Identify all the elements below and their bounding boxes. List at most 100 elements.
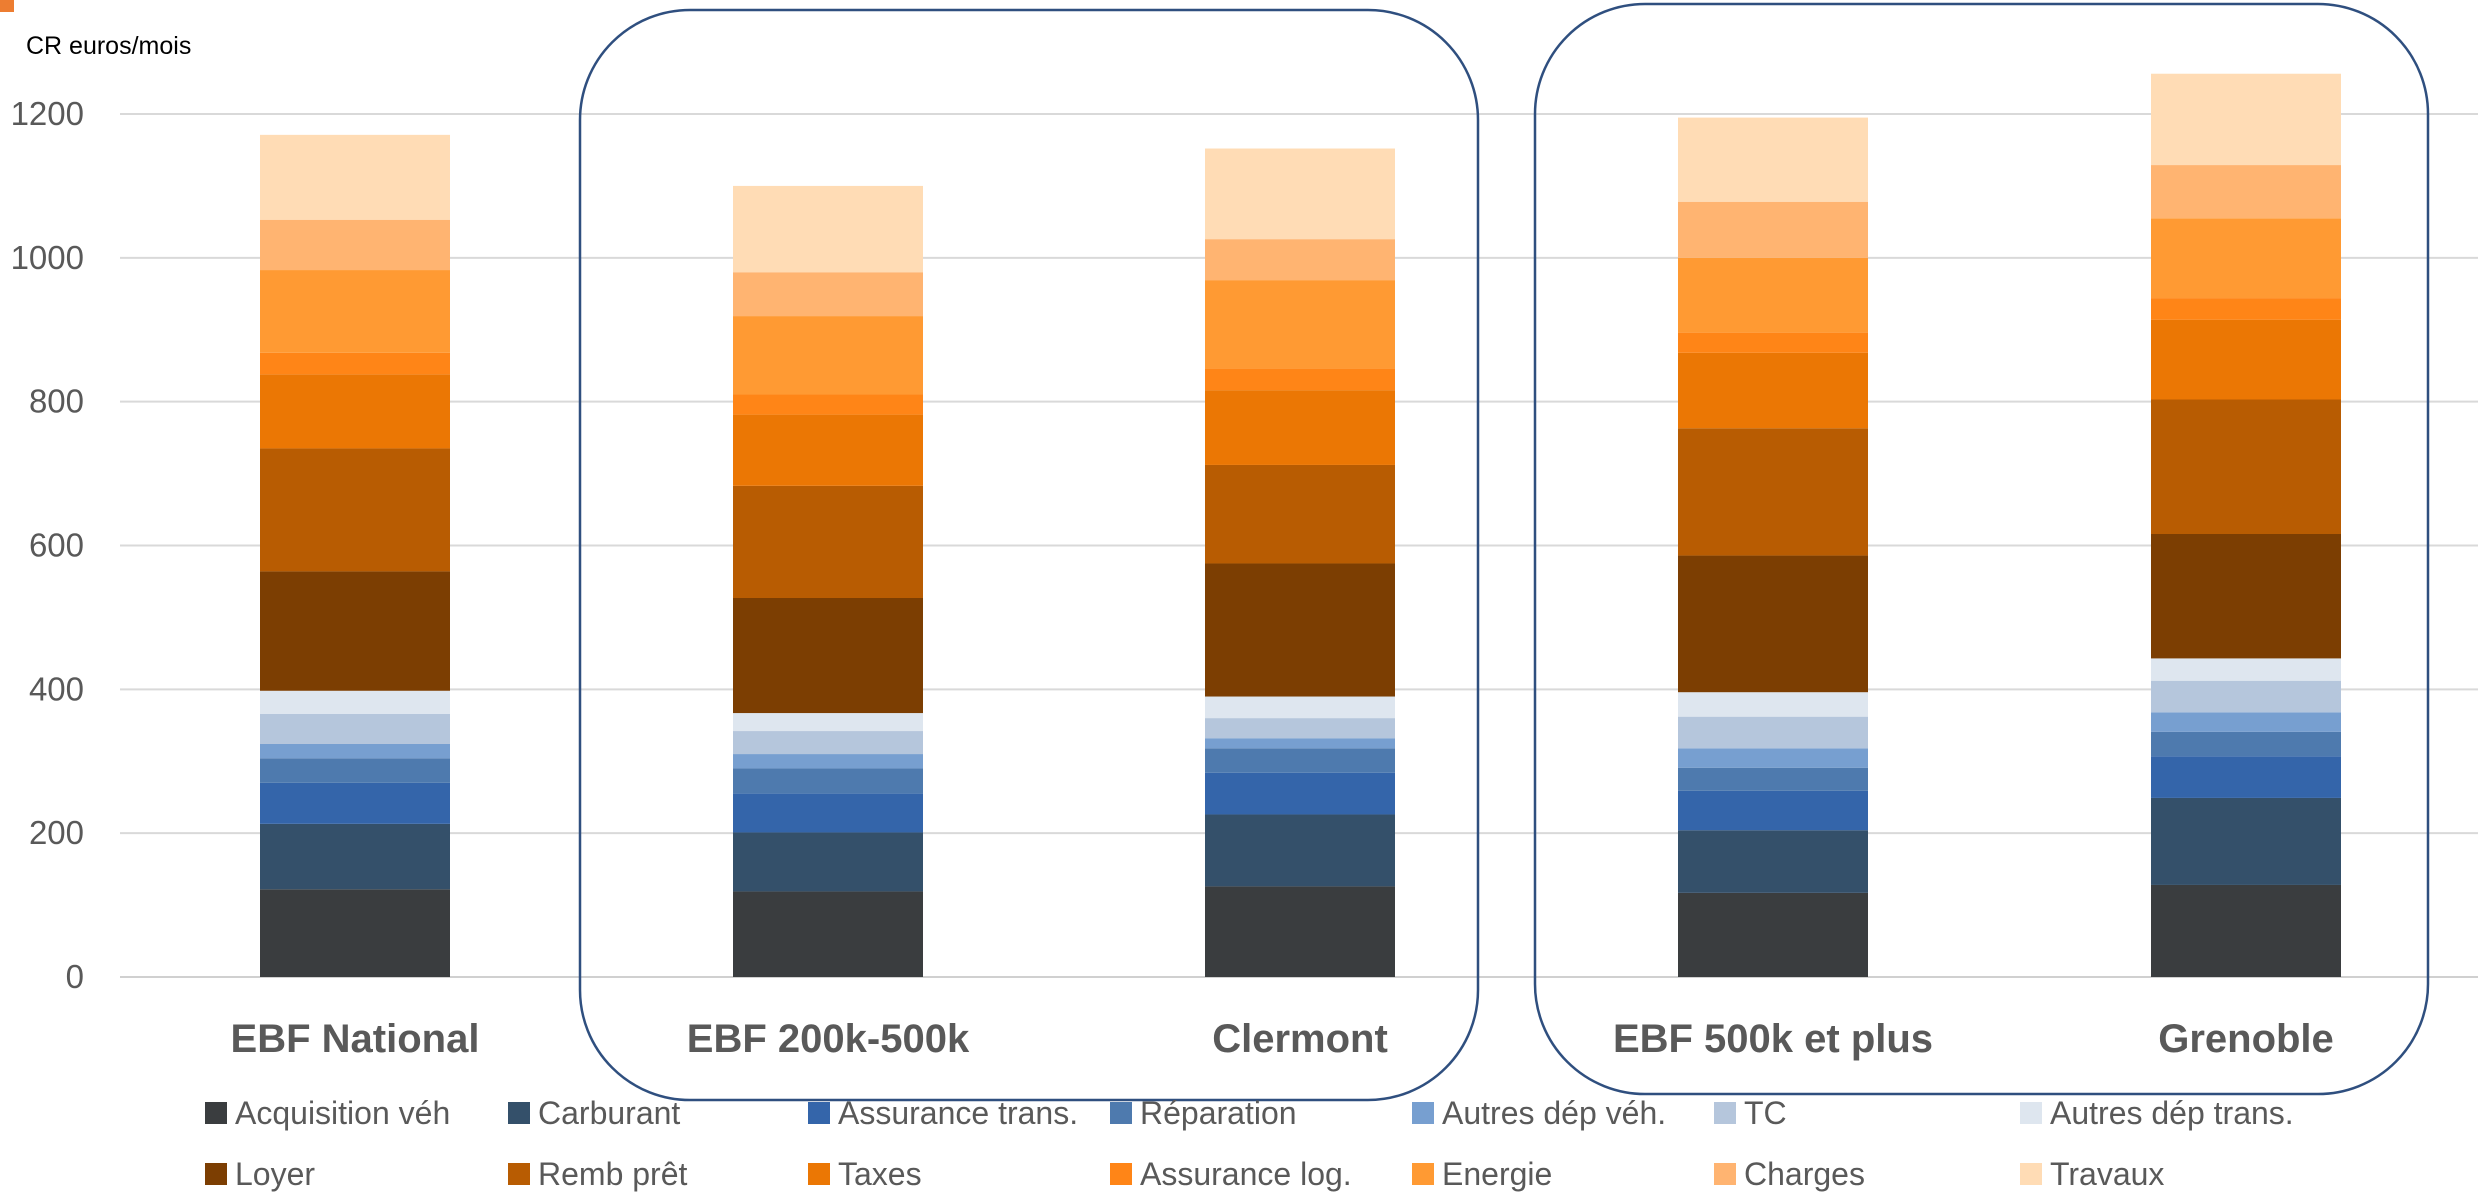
legend-item-assurance-log: Assurance log. — [1110, 1156, 1352, 1192]
legend-swatch — [1110, 1163, 1132, 1185]
bar-segment-assurance-log — [1678, 332, 1868, 353]
legend-label: Energie — [1442, 1156, 1552, 1192]
bar-segment-acquisition-veh — [1205, 886, 1395, 977]
legend-label: Réparation — [1140, 1095, 1297, 1131]
legend-item-charges: Charges — [1714, 1156, 1865, 1192]
bar-segment-acquisition-veh — [260, 889, 450, 977]
legend-swatch — [1714, 1102, 1736, 1124]
bar-segment-travaux — [2151, 73, 2341, 166]
y-tick-label: 200 — [29, 814, 84, 851]
bar-segment-taxes — [260, 374, 450, 449]
legend-label: Autres dép trans. — [2050, 1095, 2294, 1131]
y-tick-label: 600 — [29, 527, 84, 564]
bar-segment-assurance-trans — [733, 793, 923, 833]
bar-segment-remb-pret — [1205, 464, 1395, 564]
bar-segment-tc — [1678, 716, 1868, 749]
bar-segment-autres-dep-trans — [260, 690, 450, 714]
bar-segment-assurance-trans — [2151, 756, 2341, 798]
bar-segment-tc — [733, 731, 923, 755]
legend-swatch — [2020, 1102, 2042, 1124]
legend-swatch — [808, 1163, 830, 1185]
bar-segment-reparation — [1678, 767, 1868, 791]
bar-segment-remb-pret — [1678, 428, 1868, 556]
legend-label: Charges — [1744, 1156, 1865, 1192]
group-frames — [578, 2, 2430, 1102]
legend-label: Autres dép véh. — [1442, 1095, 1666, 1131]
y-tick-label: 400 — [29, 670, 84, 707]
legend-item-autres-dep-trans: Autres dép trans. — [2020, 1095, 2294, 1131]
bars — [260, 73, 2341, 977]
bar-stack-ebf-500k-et-plus — [1678, 117, 1868, 977]
bar-segment-charges — [1678, 201, 1868, 258]
x-tick-label: EBF 200k-500k — [687, 1017, 970, 1061]
bar-segment-loyer — [2151, 533, 2341, 659]
bar-segment-charges — [260, 219, 450, 271]
legend-label: Assurance trans. — [838, 1095, 1078, 1131]
bar-segment-reparation — [260, 758, 450, 783]
legend-label: Carburant — [538, 1095, 680, 1131]
y-tick-label: 1200 — [11, 95, 84, 132]
bar-segment-assurance-trans — [1205, 772, 1395, 815]
legend-item-taxes: Taxes — [808, 1156, 922, 1192]
bar-segment-assurance-trans — [1678, 790, 1868, 831]
bar-segment-taxes — [1205, 390, 1395, 465]
x-tick-label: Grenoble — [2158, 1017, 2334, 1061]
bar-segment-autres-dep-veh — [1678, 748, 1868, 768]
legend-item-loyer: Loyer — [205, 1156, 315, 1192]
bar-segment-charges — [1205, 239, 1395, 281]
bar-segment-loyer — [1205, 563, 1395, 697]
legend-swatch — [1110, 1102, 1132, 1124]
x-tick-label: Clermont — [1212, 1017, 1388, 1061]
legend-swatch — [1714, 1163, 1736, 1185]
legend-item-tc: TC — [1714, 1095, 1787, 1131]
legend-swatch — [808, 1102, 830, 1124]
bar-segment-remb-pret — [260, 448, 450, 572]
bar-segment-assurance-trans — [260, 782, 450, 824]
bar-segment-autres-dep-veh — [260, 743, 450, 759]
bar-segment-autres-dep-trans — [2151, 658, 2341, 681]
legend-item-acquisition-veh: Acquisition véh — [205, 1095, 450, 1131]
group-frame — [578, 8, 1480, 1102]
bar-segment-taxes — [1678, 352, 1868, 429]
bar-segment-carburant — [2151, 797, 2341, 885]
bar-segment-assurance-log — [260, 352, 450, 375]
legend-label: Travaux — [2050, 1156, 2164, 1192]
legend-item-travaux: Travaux — [2020, 1156, 2164, 1192]
legend-label: Acquisition véh — [235, 1095, 450, 1131]
legend-swatch — [508, 1163, 530, 1185]
x-axis-labels: EBF National EBF 200k-500k Clermont EBF 500… — [231, 1017, 2334, 1061]
legend-label: Assurance log. — [1140, 1156, 1352, 1192]
bar-segment-carburant — [260, 823, 450, 890]
legend-swatch — [1412, 1163, 1434, 1185]
legend-swatch — [1412, 1102, 1434, 1124]
bar-segment-acquisition-veh — [2151, 884, 2341, 977]
bar-segment-acquisition-veh — [733, 891, 923, 977]
bar-segment-reparation — [1205, 748, 1395, 773]
legend-item-reparation: Réparation — [1110, 1095, 1297, 1131]
bar-segment-taxes — [2151, 319, 2341, 400]
bar-segment-energie — [1205, 280, 1395, 369]
legend-swatch — [508, 1102, 530, 1124]
bar-segment-reparation — [733, 768, 923, 794]
bar-segment-taxes — [733, 414, 923, 486]
bar-segment-energie — [1678, 257, 1868, 333]
legend-label: Loyer — [235, 1156, 315, 1192]
legend-label: TC — [1744, 1095, 1787, 1131]
legend-label: Taxes — [838, 1156, 922, 1192]
y-tick-label: 0 — [66, 958, 84, 995]
y-axis-ticks: 0 200 400 600 800 1000 1200 — [11, 95, 84, 995]
bar-segment-acquisition-veh — [1678, 892, 1868, 977]
bar-segment-travaux — [1678, 117, 1868, 202]
bar-segment-assurance-log — [2151, 298, 2341, 320]
bar-stack-ebf-national — [260, 134, 450, 977]
bar-segment-carburant — [1205, 814, 1395, 887]
legend-item-energie: Energie — [1412, 1156, 1552, 1192]
bar-segment-remb-pret — [2151, 399, 2341, 534]
bar-segment-travaux — [260, 134, 450, 220]
legend-item-remb-pret: Remb prêt — [508, 1156, 688, 1192]
bar-segment-loyer — [733, 597, 923, 714]
y-tick-label: 800 — [29, 383, 84, 420]
bar-segment-carburant — [733, 832, 923, 892]
bar-segment-autres-dep-trans — [733, 713, 923, 732]
legend-swatch — [205, 1102, 227, 1124]
